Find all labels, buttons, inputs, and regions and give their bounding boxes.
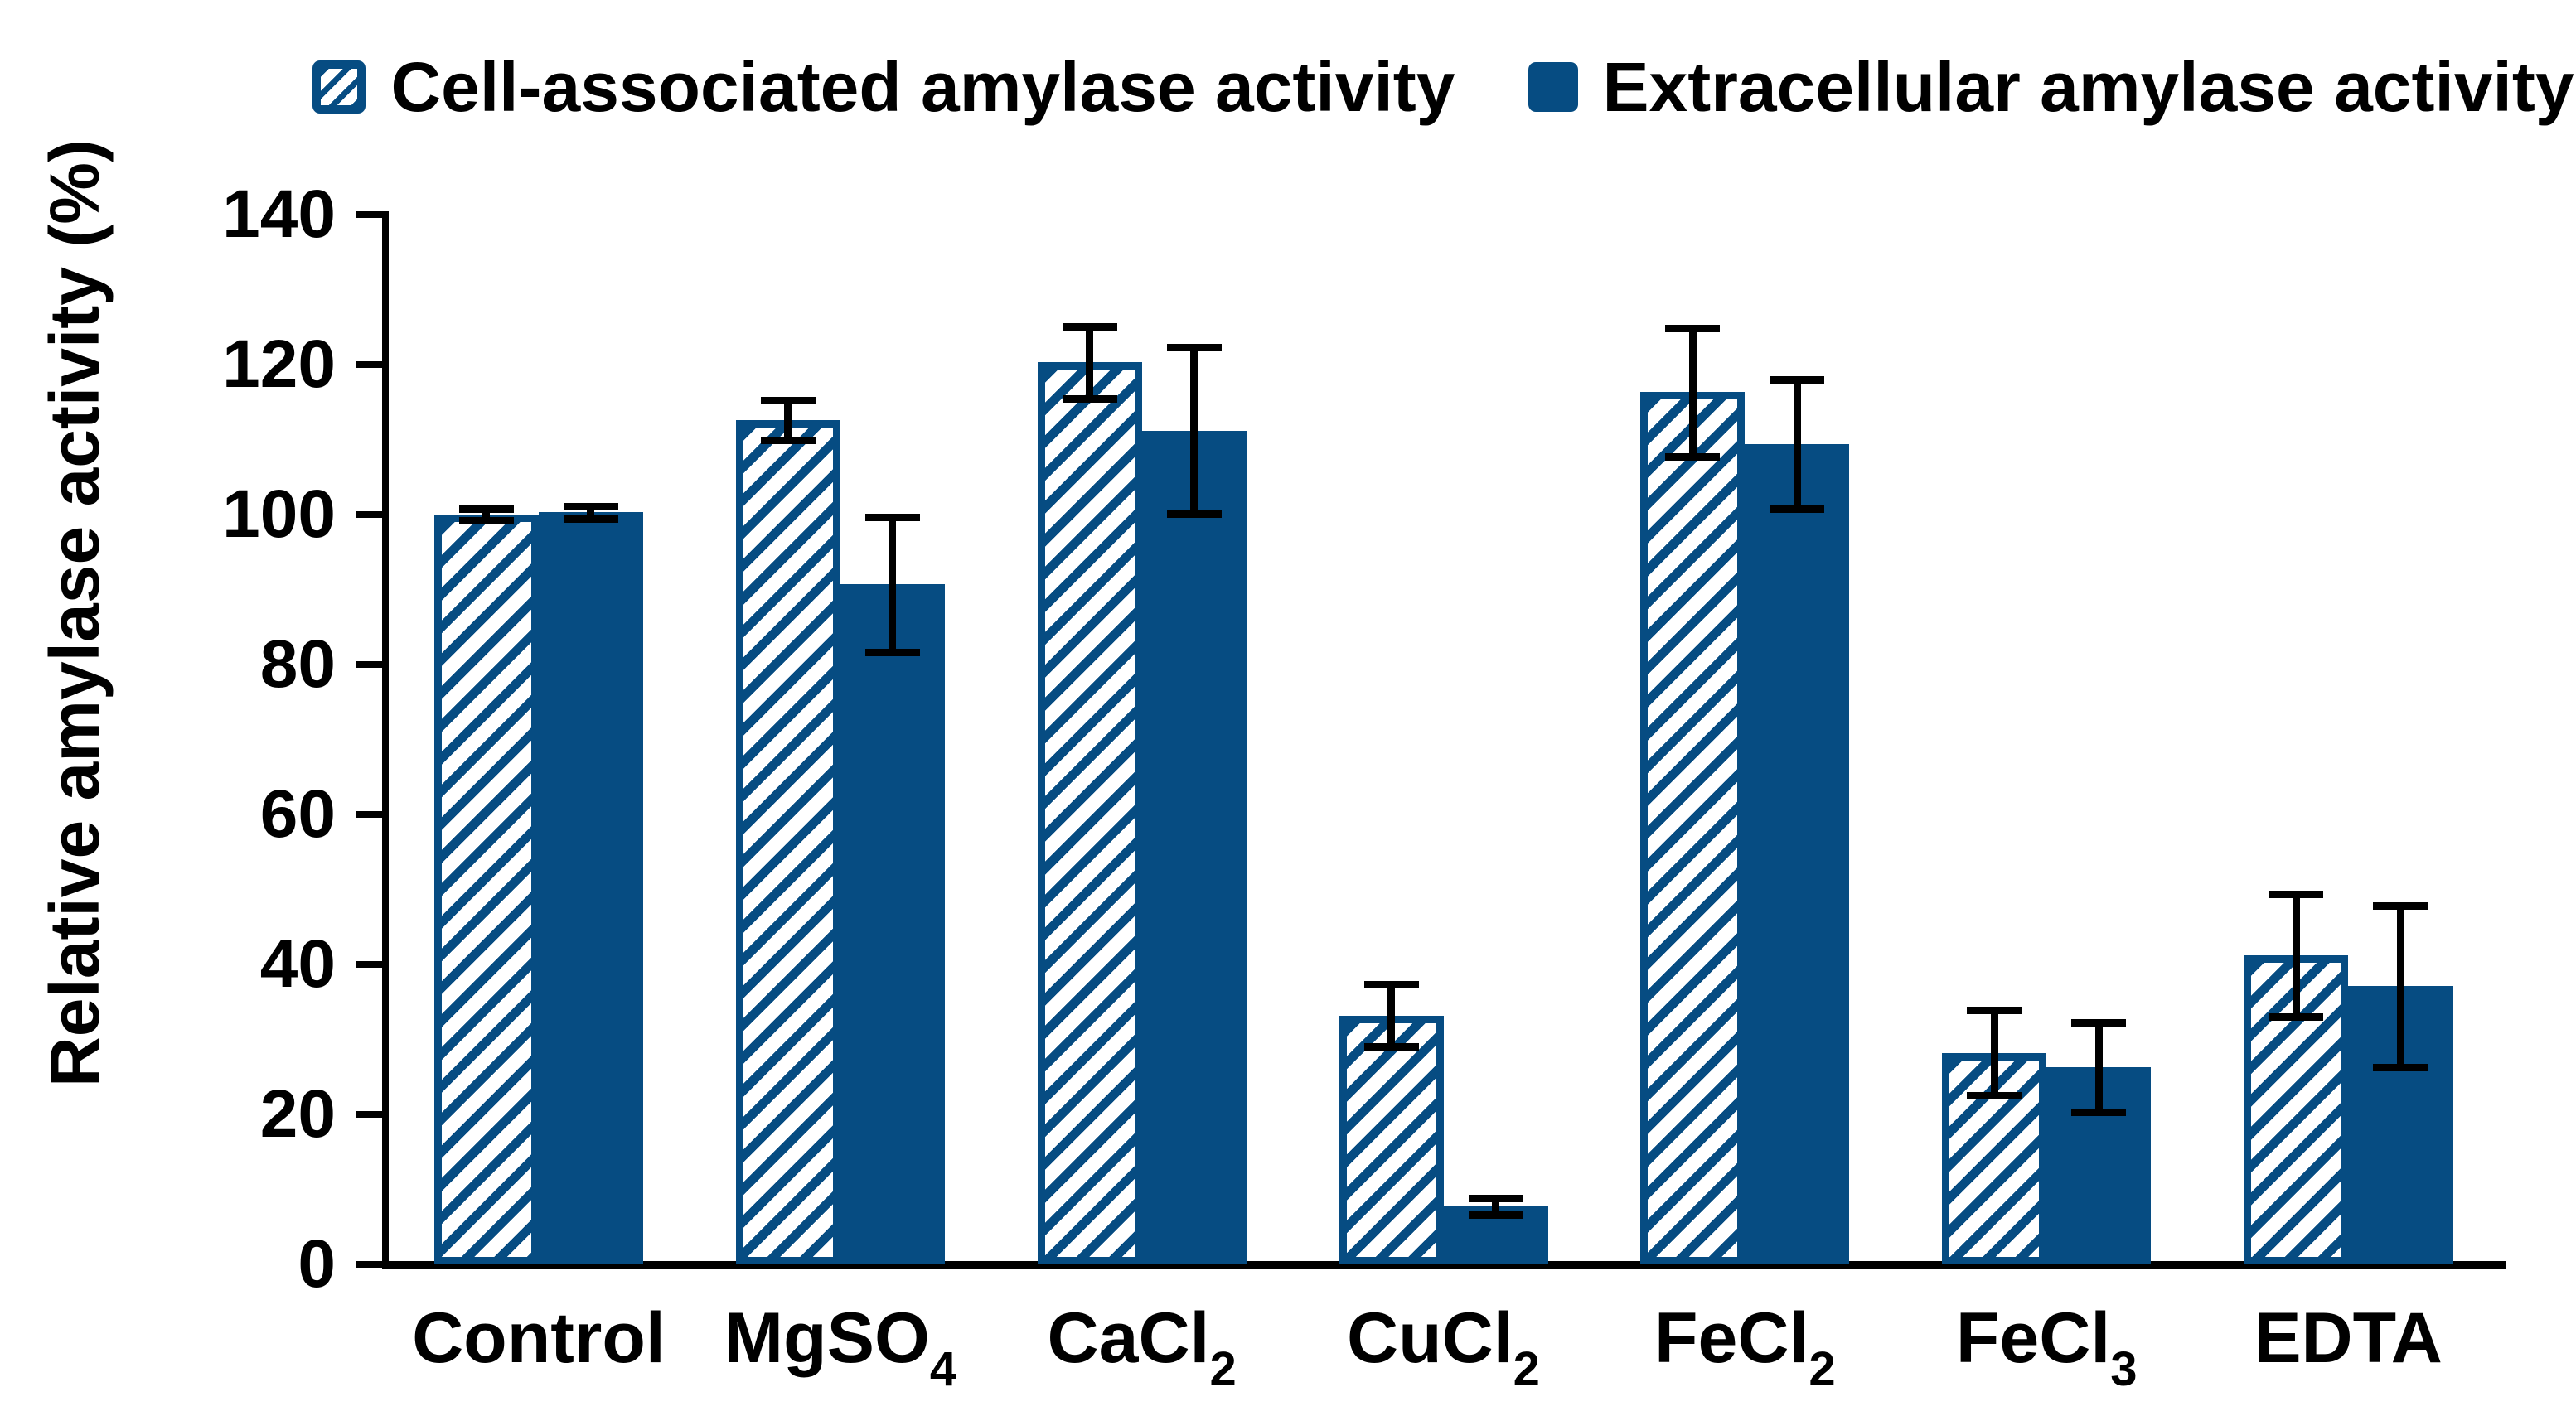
bar-extracellular-cacl2 xyxy=(1141,431,1247,1264)
y-tick-mark xyxy=(356,811,382,818)
y-tick-mark xyxy=(356,211,382,218)
bar-extracellular-fecl2 xyxy=(1745,444,1850,1264)
error-bar-cap-top xyxy=(563,503,618,511)
error-bar-cap-bottom xyxy=(1665,453,1721,462)
error-bar xyxy=(1688,327,1697,457)
error-bar-cap-top xyxy=(1967,1007,2022,1015)
bar-extracellular-mgso4 xyxy=(840,584,945,1264)
x-axis-label-cacl2: CaCl2 xyxy=(1047,1298,1237,1396)
error-bar-cap-bottom xyxy=(1363,1042,1419,1051)
x-axis-label-edta: EDTA xyxy=(2254,1298,2443,1378)
error-bar xyxy=(2292,893,2300,1017)
error-bar-cap-top xyxy=(458,505,514,513)
error-bar-cap-top xyxy=(1062,322,1117,331)
error-bar-cap-bottom xyxy=(563,515,618,523)
error-bar-cap-top xyxy=(864,513,920,521)
error-bar-cap-top xyxy=(760,397,816,405)
bar-cell-associated-mgso4 xyxy=(735,420,840,1264)
bar-cell-associated-fecl2 xyxy=(1640,392,1746,1264)
error-bar-cap-bottom xyxy=(1166,510,1222,519)
y-tick-label: 80 xyxy=(259,626,336,702)
solid-swatch-icon xyxy=(1528,62,1578,112)
y-tick-label: 100 xyxy=(222,476,336,552)
hatched-swatch-icon xyxy=(312,60,366,114)
y-axis-line xyxy=(382,211,389,1268)
error-bar-cap-bottom xyxy=(760,436,816,444)
error-bar xyxy=(1492,1198,1499,1215)
x-axis-label-mgso4: MgSO4 xyxy=(724,1298,957,1396)
error-bar-cap-top xyxy=(2071,1018,2127,1027)
error-bar-cap-bottom xyxy=(2269,1013,2324,1022)
bar-extracellular-control xyxy=(538,512,643,1264)
y-tick-label: 20 xyxy=(259,1076,336,1152)
error-bar xyxy=(1990,1010,1998,1096)
legend-item-cell-associated: Cell-associated amylase activity xyxy=(312,47,1455,128)
legend-item-extracellular: Extracellular amylase activity xyxy=(1528,47,2574,128)
y-tick-label: 0 xyxy=(298,1226,336,1302)
x-axis-label-fecl3: FeCl3 xyxy=(1955,1298,2138,1396)
error-bar-cap-top xyxy=(2269,890,2324,898)
y-tick-mark xyxy=(356,511,382,518)
legend-label-extracellular: Extracellular amylase activity xyxy=(1602,47,2574,126)
y-tick-label: 40 xyxy=(259,926,336,1002)
x-axis-label-cucl2: CuCl2 xyxy=(1347,1298,1540,1396)
error-bar-cap-bottom xyxy=(1468,1211,1523,1220)
error-bar xyxy=(889,516,897,652)
error-bar xyxy=(2396,905,2404,1067)
y-tick-label: 60 xyxy=(259,776,336,852)
error-bar xyxy=(1190,347,1198,515)
error-bar-cap-top xyxy=(2373,901,2428,910)
error-bar xyxy=(2094,1022,2103,1113)
error-bar xyxy=(1086,326,1094,399)
bar-cell-associated-cacl2 xyxy=(1037,362,1142,1264)
legend: Cell-associated amylase activity Extrace… xyxy=(312,33,2574,141)
error-bar xyxy=(784,400,792,440)
error-bar-cap-top xyxy=(1770,376,1825,384)
error-bar-cap-top xyxy=(1468,1195,1523,1203)
bar-cell-associated-cucl2 xyxy=(1339,1016,1444,1264)
bar-cell-associated-control xyxy=(433,515,539,1264)
error-bar-cap-bottom xyxy=(1770,505,1825,513)
error-bar-cap-bottom xyxy=(2373,1063,2428,1071)
error-bar xyxy=(1387,984,1395,1046)
error-bar-cap-top xyxy=(1166,344,1222,352)
y-tick-mark xyxy=(356,361,382,368)
error-bar xyxy=(587,506,595,519)
error-bar-cap-bottom xyxy=(2071,1109,2127,1117)
error-bar xyxy=(482,508,491,521)
error-bar-cap-bottom xyxy=(458,517,514,525)
x-axis-line xyxy=(382,1261,2506,1269)
y-tick-mark xyxy=(356,961,382,968)
error-bar-cap-top xyxy=(1665,324,1721,332)
y-axis-title: Relative amylase activity (%) xyxy=(36,139,114,1087)
y-tick-mark xyxy=(356,661,382,668)
y-tick-mark xyxy=(356,1111,382,1118)
y-tick-mark xyxy=(356,1261,382,1268)
legend-label-cell-associated: Cell-associated amylase activity xyxy=(390,47,1455,126)
x-axis-label-fecl2: FeCl2 xyxy=(1654,1298,1836,1396)
error-bar xyxy=(1793,379,1801,509)
y-tick-label: 140 xyxy=(222,176,336,252)
x-axis-label-control: Control xyxy=(412,1298,666,1378)
error-bar-cap-top xyxy=(1363,981,1419,989)
error-bar-cap-bottom xyxy=(1062,394,1117,403)
error-bar-cap-bottom xyxy=(864,648,920,656)
error-bar-cap-bottom xyxy=(1967,1092,2022,1100)
y-tick-label: 120 xyxy=(222,326,336,402)
